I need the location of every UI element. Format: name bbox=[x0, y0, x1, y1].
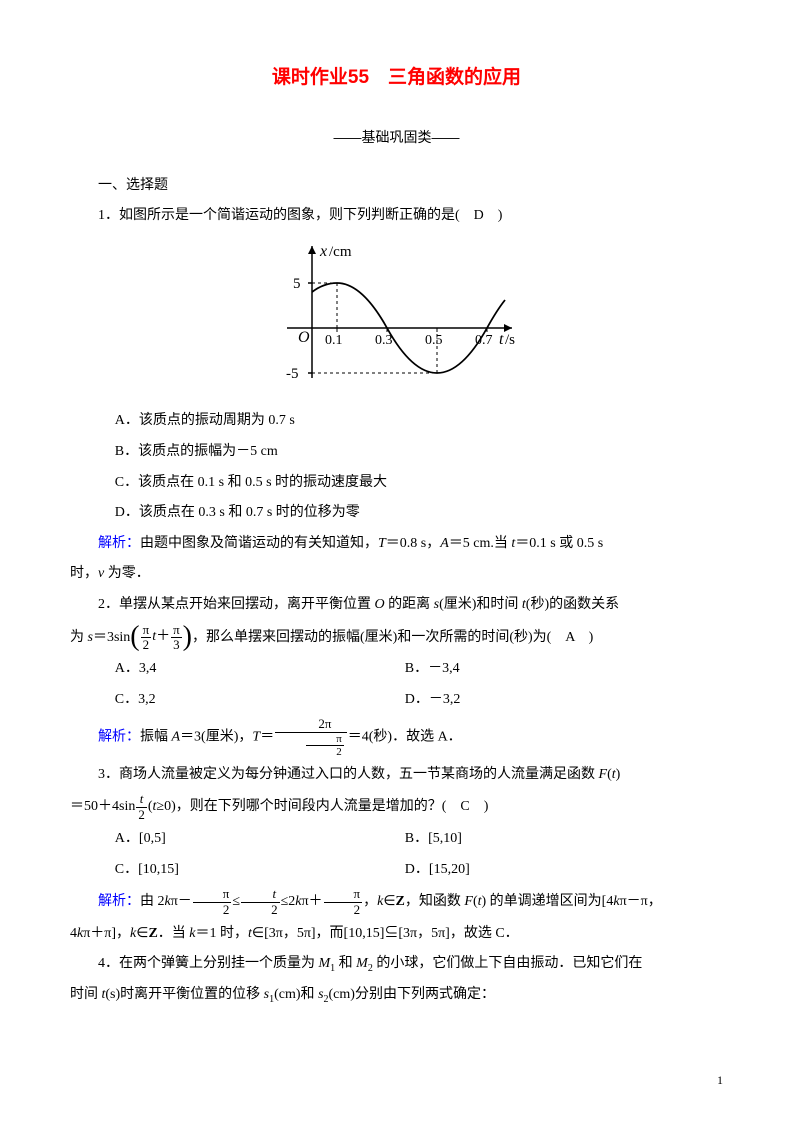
q1-chart: x /cm t /s O 5 -5 0.1 0.3 0.5 0.7 bbox=[70, 238, 723, 399]
q4-stem-line2: 时间 t(s)时离开平衡位置的位移 s1(cm)和 s2(cm)分别由下列两式确… bbox=[70, 982, 723, 1009]
q3-stem-line1: 3．商场人流量被定义为每分钟通过入口的人数，五一节某商场的人流量满足函数 F(t… bbox=[70, 762, 723, 789]
page-title: 课时作业55 三角函数的应用 bbox=[70, 60, 723, 96]
q2-stem-line1: 2．单摆从某点开始来回摆动，离开平衡位置 O 的距离 s(厘米)和时间 t(秒)… bbox=[70, 592, 723, 619]
svg-text:O: O bbox=[298, 329, 310, 346]
q3-options-row2: C．[10,15] D．[15,20] bbox=[70, 857, 723, 884]
analysis-label: 解析： bbox=[98, 894, 140, 909]
q4-stem-line1: 4．在两个弹簧上分别挂一个质量为 M1 和 M2 的小球，它们做上下自由振动．已… bbox=[70, 951, 723, 978]
svg-text:x: x bbox=[319, 243, 327, 260]
q3-analysis-line1: 解析：由 2kπ－π2≤t2≤2kπ＋π2，k∈Z，知函数 F(t) 的单调递增… bbox=[70, 887, 723, 917]
svg-text:t: t bbox=[499, 331, 504, 348]
page-number: 1 bbox=[717, 1069, 723, 1092]
analysis-label: 解析： bbox=[98, 730, 140, 745]
q2-stem-line2: 为 s＝3sin(π2t＋π3)，那么单摆来回摆动的振幅(厘米)和一次所需的时间… bbox=[70, 623, 723, 653]
q1-option-c: C．该质点在 0.1 s 和 0.5 s 时的振动速度最大 bbox=[70, 470, 723, 497]
q3-options-row1: A．[0,5] B．[5,10] bbox=[70, 826, 723, 853]
q1-analysis-line1: 解析：由题中图象及简谐运动的有关知道知，T＝0.8 s，A＝5 cm.当 t＝0… bbox=[70, 531, 723, 558]
svg-text:/cm: /cm bbox=[329, 244, 352, 260]
q3-stem-line2: ＝50＋4sint2(t≥0)，则在下列哪个时间段内人流量是增加的？( C ) bbox=[70, 792, 723, 822]
analysis-label: 解析： bbox=[98, 536, 140, 551]
q1-stem: 1．如图所示是一个简谐运动的图象，则下列判断正确的是( D ) bbox=[70, 203, 723, 230]
svg-text:0.1: 0.1 bbox=[325, 333, 343, 348]
svg-text:0.5: 0.5 bbox=[425, 333, 443, 348]
section-heading: 一、选择题 bbox=[70, 173, 723, 200]
svg-text:-5: -5 bbox=[286, 366, 299, 382]
q1-option-b: B．该质点的振幅为－5 cm bbox=[70, 439, 723, 466]
q2-options-row1: A．3,4 B．－3,4 bbox=[70, 656, 723, 683]
q2-options-row2: C．3,2 D．－3,2 bbox=[70, 687, 723, 714]
q1-analysis-line2: 时，v 为零． bbox=[70, 561, 723, 588]
q3-analysis-line2: 4kπ＋π]，k∈Z．当 k＝1 时，t∈[3π，5π]，而[10,15]⊆[3… bbox=[70, 921, 723, 948]
svg-text:/s: /s bbox=[505, 332, 515, 348]
subtitle: ————基础巩固类——基础巩固类—— bbox=[70, 124, 723, 151]
svg-text:5: 5 bbox=[293, 276, 301, 292]
svg-text:0.3: 0.3 bbox=[375, 333, 393, 348]
q1-option-a: A．该质点的振动周期为 0.7 s bbox=[70, 408, 723, 435]
q1-option-d: D．该质点在 0.3 s 和 0.7 s 时的位移为零 bbox=[70, 500, 723, 527]
q2-analysis: 解析：振幅 A＝3(厘米)，T＝2ππ2＝4(秒)．故选 A． bbox=[70, 717, 723, 757]
